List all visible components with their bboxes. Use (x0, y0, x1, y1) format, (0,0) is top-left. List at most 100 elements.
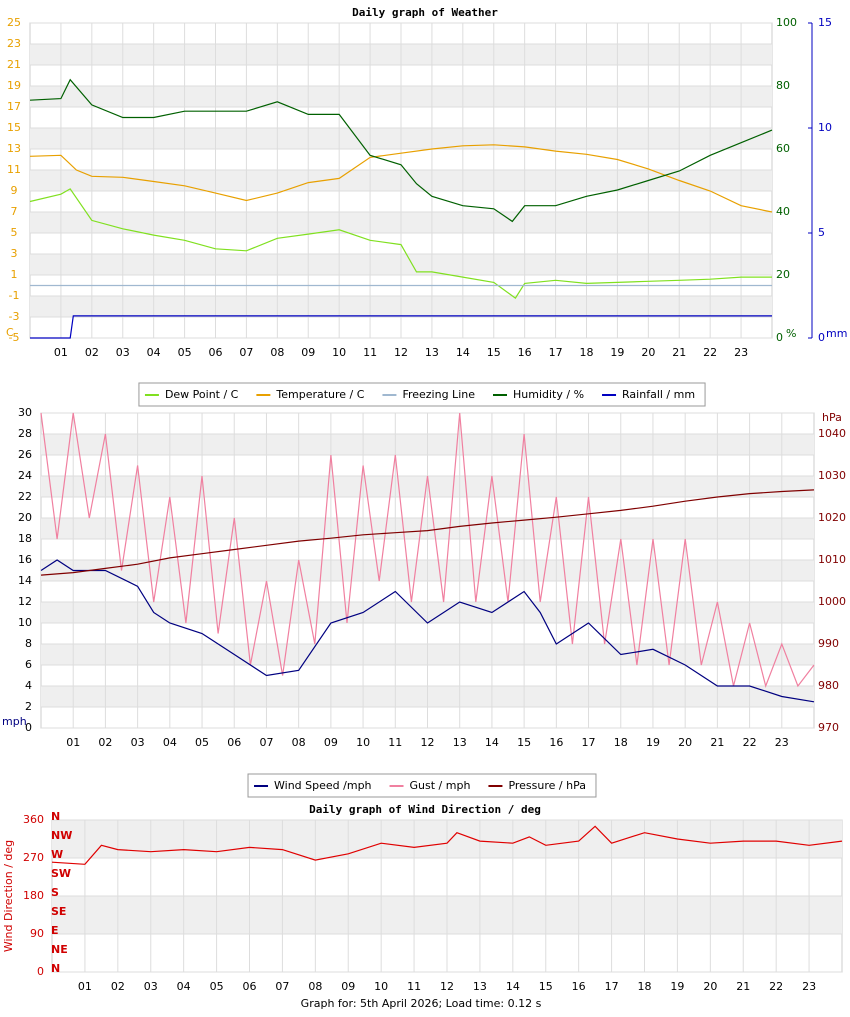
legend-label: Temperature / C (275, 388, 364, 401)
x-tick-label: 14 (485, 736, 499, 749)
y-tick-label: 10 (18, 616, 32, 629)
legend: Dew Point / C Temperature / C Freezing Lin… (138, 382, 706, 407)
x-tick-label: 10 (356, 736, 370, 749)
y3-tick-label: 0 (818, 331, 825, 344)
y-tick-label: 360 (23, 813, 44, 826)
x-tick-label: 16 (518, 346, 532, 359)
footer: Graph for: 5th April 2026; Load time: 0.… (301, 997, 542, 1010)
x-tick-label: 07 (259, 736, 273, 749)
x-tick-label: 20 (703, 980, 717, 993)
x-tick-label: 13 (425, 346, 439, 359)
x-tick-label: 18 (638, 980, 652, 993)
compass-label: S (51, 886, 59, 899)
x-tick-label: 03 (131, 736, 145, 749)
x-tick-label: 10 (332, 346, 346, 359)
y-tick-label: 17 (7, 100, 21, 113)
x-tick-label: 05 (178, 346, 192, 359)
x-tick-label: 21 (736, 980, 750, 993)
x-tick-label: 12 (421, 736, 435, 749)
x-tick-label: 15 (487, 346, 501, 359)
x-tick-label: 11 (388, 736, 402, 749)
x-tick-label: 15 (517, 736, 531, 749)
x-tick-label: 15 (539, 980, 553, 993)
x-tick-label: 17 (582, 736, 596, 749)
x-tick-label: 22 (703, 346, 717, 359)
y3-tick-label: 5 (818, 226, 825, 239)
y-tick-label: 270 (23, 851, 44, 864)
y2-tick-label: 60 (776, 142, 790, 155)
x-tick-label: 17 (605, 980, 619, 993)
y-tick-label: 6 (25, 658, 32, 671)
x-tick-label: 23 (775, 736, 789, 749)
y2-tick-label: 80 (776, 79, 790, 92)
x-tick-label: 21 (710, 736, 724, 749)
y2-tick-label: 990 (818, 637, 839, 650)
y-tick-label: 1 (11, 268, 18, 281)
y-tick-label: 26 (18, 448, 32, 461)
y-tick-label: -3 (9, 310, 20, 323)
x-tick-label: 06 (209, 346, 223, 359)
y2-tick-label: 40 (776, 205, 790, 218)
y-tick-label: -1 (9, 289, 20, 302)
x-tick-label: 11 (363, 346, 377, 359)
x-tick-label: 16 (572, 980, 586, 993)
y-tick-label: 5 (11, 226, 18, 239)
y-tick-label: 20 (18, 511, 32, 524)
y-tick-label: 21 (7, 58, 21, 71)
legend-label: Rainfall / mm (622, 388, 695, 401)
y-tick-label: 8 (25, 637, 32, 650)
axis-unit: mph (2, 715, 27, 728)
y-tick-label: 18 (18, 532, 32, 545)
x-tick-label: 13 (473, 980, 487, 993)
x-tick-label: 08 (270, 346, 284, 359)
x-tick-label: 18 (580, 346, 594, 359)
legend-label: Pressure / hPa (508, 779, 586, 792)
legend-label: Wind Speed /mph (274, 779, 372, 792)
y3-tick-label: 10 (818, 121, 832, 134)
x-tick-label: 22 (743, 736, 757, 749)
x-tick-label: 07 (239, 346, 253, 359)
y-tick-label: 11 (7, 163, 21, 176)
x-tick-label: 03 (116, 346, 130, 359)
x-tick-label: 06 (227, 736, 241, 749)
y2-tick-label: 1000 (818, 595, 846, 608)
y-tick-label: 16 (18, 553, 32, 566)
x-tick-label: 08 (308, 980, 322, 993)
y2-tick-label: 1030 (818, 469, 846, 482)
chart-title: Daily graph of Wind Direction / deg (309, 803, 541, 816)
series-line (51, 825, 843, 865)
x-tick-label: 23 (734, 346, 748, 359)
x-tick-label: 01 (66, 736, 80, 749)
x-tick-label: 20 (678, 736, 692, 749)
y2-tick-label: 0 (776, 331, 783, 344)
chart-title: Daily graph of Weather (352, 6, 498, 19)
compass-label: W (51, 848, 63, 861)
y-tick-label: 90 (30, 927, 44, 940)
y-tick-label: 14 (18, 574, 32, 587)
axis-unit: mm (826, 327, 847, 340)
y-tick-label: 19 (7, 79, 21, 92)
series-line (30, 315, 772, 339)
compass-label: N (51, 962, 60, 975)
x-tick-label: 04 (163, 736, 177, 749)
y2-tick-label: 1040 (818, 427, 846, 440)
legend-label: Gust / mph (410, 779, 471, 792)
series-line (29, 78, 773, 223)
y2-tick-label: 100 (776, 16, 797, 29)
y-tick-label: 9 (11, 184, 18, 197)
x-tick-label: 02 (111, 980, 125, 993)
legend-label: Freezing Line (402, 388, 475, 401)
axis-unit: C (6, 326, 14, 339)
x-tick-label: 03 (144, 980, 158, 993)
series-line (40, 412, 815, 688)
x-tick-label: 07 (275, 980, 289, 993)
x-tick-label: 22 (769, 980, 783, 993)
y2-tick-label: 1020 (818, 511, 846, 524)
compass-label: N (51, 810, 60, 823)
x-tick-label: 18 (614, 736, 628, 749)
y-tick-label: 23 (7, 37, 21, 50)
y-tick-label: 4 (25, 679, 32, 692)
y-tick-label: 13 (7, 142, 21, 155)
